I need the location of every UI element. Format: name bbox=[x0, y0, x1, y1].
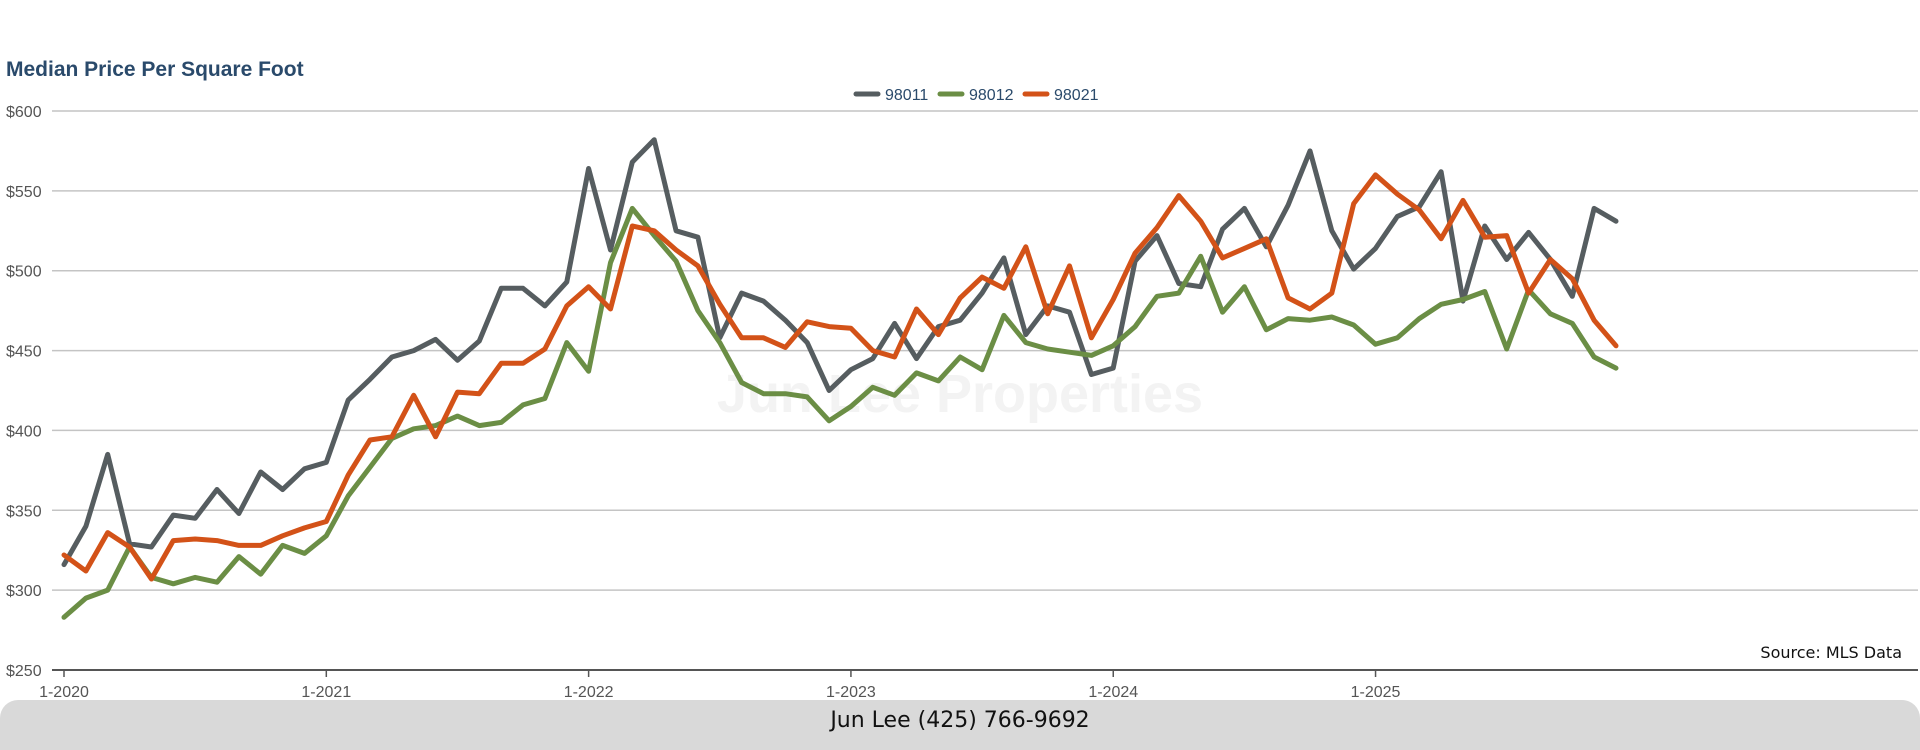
y-tick-label: $300 bbox=[6, 583, 42, 600]
source-note: Source: MLS Data bbox=[1760, 643, 1902, 662]
chart-title: Median Price Per Square Foot bbox=[6, 58, 304, 81]
y-tick-label: $250 bbox=[6, 663, 42, 680]
series-line-98021 bbox=[61, 172, 1619, 582]
series-lines bbox=[61, 137, 1619, 620]
x-tick-label: 1-2022 bbox=[564, 684, 614, 701]
y-tick-label: $500 bbox=[6, 264, 42, 281]
y-tick-label: $450 bbox=[6, 344, 42, 361]
legend-item-98011: 98011 bbox=[853, 87, 928, 104]
legend-label: 98011 bbox=[885, 87, 928, 104]
y-axis-ticks: $250 $300 $350 $400 $450 $500 $550 $600 bbox=[6, 104, 42, 680]
x-tick-label: 1-2025 bbox=[1351, 684, 1401, 701]
x-axis-ticks: 1-2020 1-2021 1-2022 1-2023 1-2024 1-2025 bbox=[39, 670, 1401, 701]
series-line-98012 bbox=[61, 205, 1619, 620]
legend-label: 98021 bbox=[1054, 87, 1099, 104]
legend: 98011 98012 98021 bbox=[853, 87, 1099, 104]
y-tick-label: $550 bbox=[6, 184, 42, 201]
y-tick-label: $600 bbox=[6, 104, 42, 121]
y-tick-label: $350 bbox=[6, 503, 42, 520]
x-tick-label: 1-2020 bbox=[39, 684, 89, 701]
y-gridlines bbox=[52, 110, 1918, 591]
x-tick-label: 1-2024 bbox=[1088, 684, 1138, 701]
x-tick-label: 1-2021 bbox=[301, 684, 351, 701]
legend-label: 98012 bbox=[969, 87, 1014, 104]
x-tick-label: 1-2023 bbox=[826, 684, 876, 701]
y-tick-label: $400 bbox=[6, 423, 42, 440]
legend-item-98012: 98012 bbox=[937, 87, 1014, 104]
footer-contact: Jun Lee (425) 766-9692 bbox=[830, 708, 1090, 733]
footer-bar bbox=[0, 700, 1920, 750]
series-line-98011 bbox=[61, 137, 1619, 568]
legend-item-98021: 98021 bbox=[1022, 87, 1099, 104]
